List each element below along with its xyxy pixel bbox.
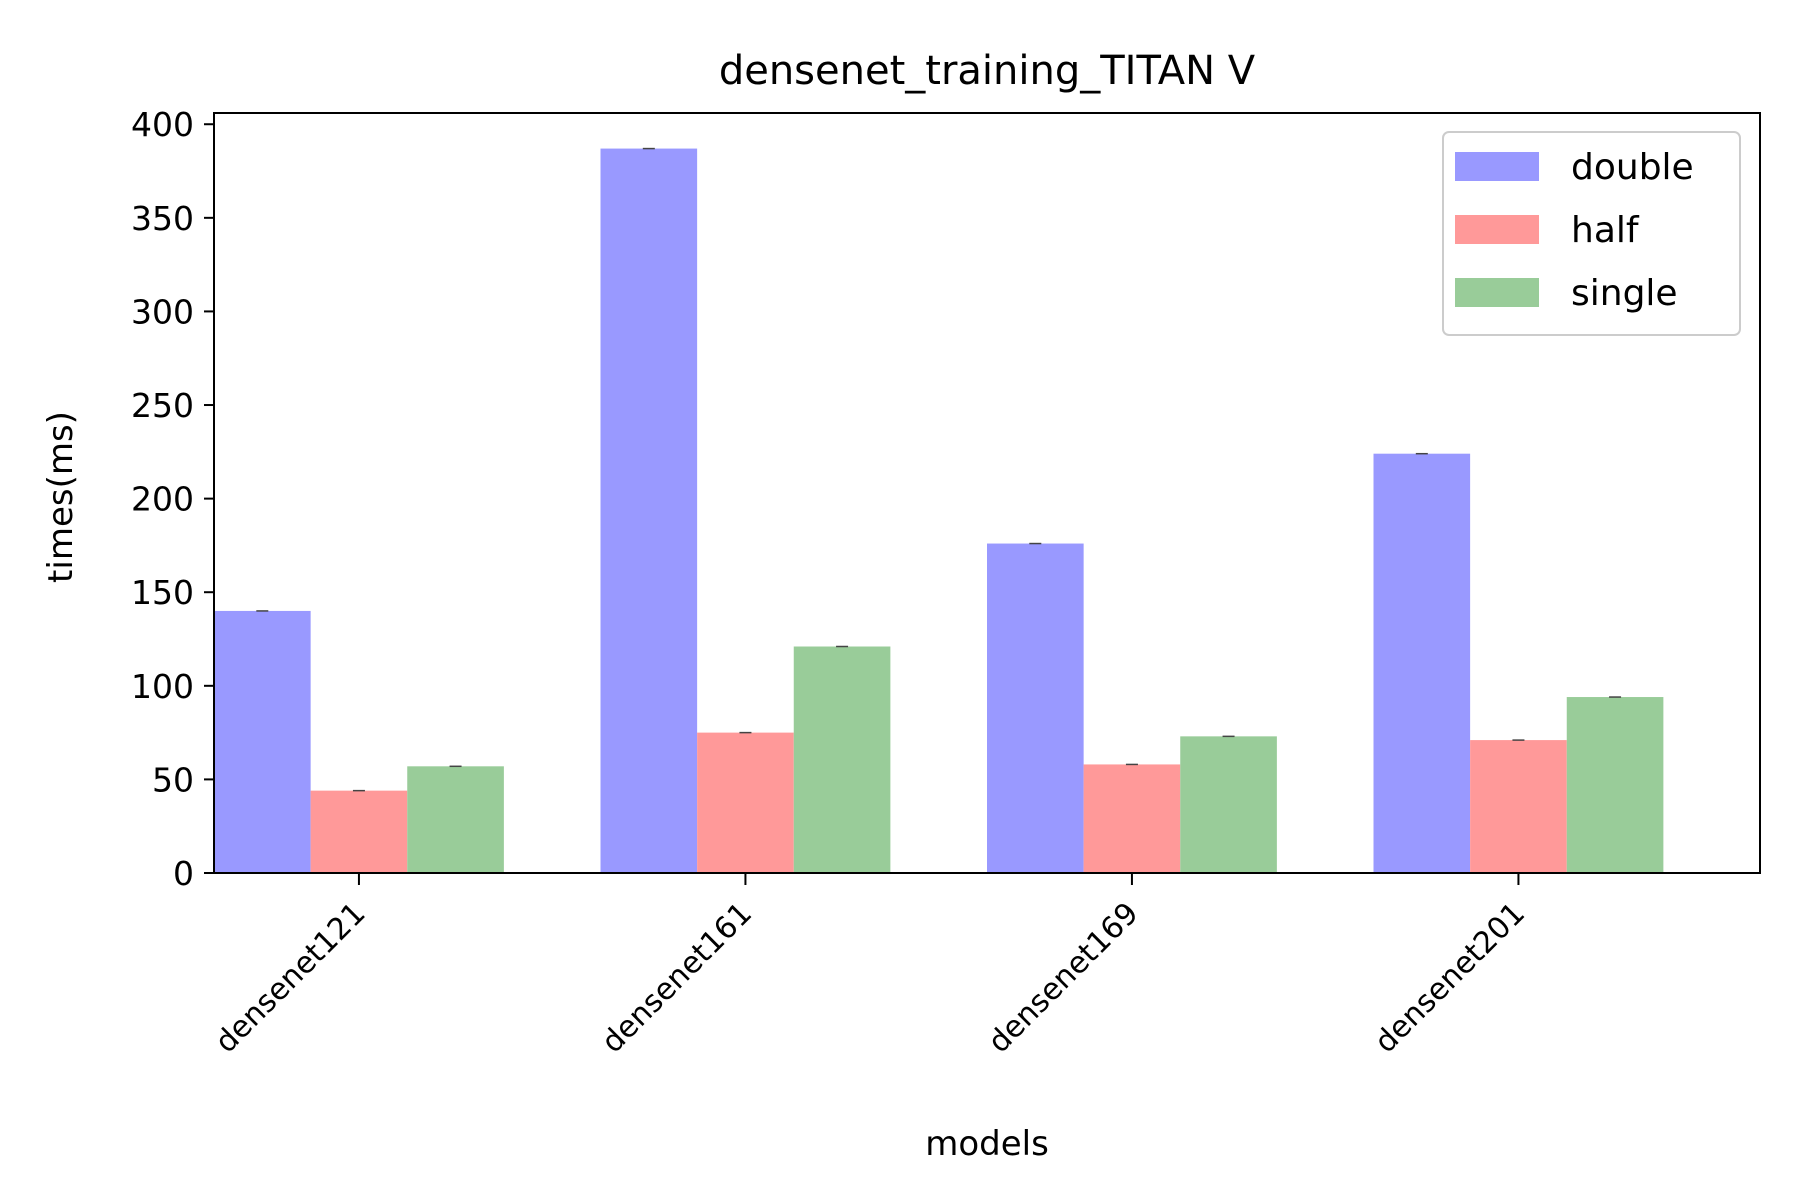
legend: double half single (1442, 131, 1741, 336)
y-tick-label-0: 0 (173, 854, 194, 893)
y-tick-label-350: 350 (131, 199, 194, 238)
y-tick-label-50: 50 (152, 760, 194, 799)
legend-label-half: half (1571, 210, 1640, 251)
y-tick-label-400: 400 (131, 105, 194, 144)
y-tick-label-200: 200 (131, 480, 194, 519)
y-tick-label-300: 300 (131, 292, 194, 331)
chart-title: densenet_training_TITAN V (719, 48, 1256, 94)
legend-swatch-single (1455, 278, 1539, 307)
legend-swatch-double (1455, 152, 1539, 181)
bar-single-densenet121 (407, 766, 504, 873)
bar-half-densenet169 (1083, 764, 1181, 873)
plot-frame (213, 112, 1761, 874)
bar-half-densenet161 (697, 732, 794, 873)
bar-double-densenet161 (600, 148, 698, 873)
legend-label-double: double (1571, 147, 1694, 188)
bar-half-densenet121 (310, 790, 408, 873)
y-tick-label-100: 100 (131, 667, 194, 706)
y-tick-label-250: 250 (131, 386, 194, 425)
bar-single-densenet161 (793, 646, 891, 873)
y-axis-label: times(ms) (41, 411, 81, 583)
bars-group (214, 147, 1664, 873)
bar-half-densenet201 (1470, 740, 1567, 873)
x-axis-label: models (925, 1124, 1049, 1164)
legend-label-single: single (1571, 273, 1678, 314)
bar-double-densenet201 (1373, 453, 1471, 873)
bar-double-densenet169 (987, 543, 1084, 873)
bar-single-densenet169 (1180, 736, 1277, 873)
y-tick-label-150: 150 (131, 573, 194, 612)
bar-single-densenet201 (1566, 697, 1664, 873)
legend-swatch-half (1455, 215, 1539, 244)
bar-double-densenet121 (214, 610, 311, 873)
y-axis: 0 50 100 150 200 250 300 350 400 (131, 105, 214, 893)
